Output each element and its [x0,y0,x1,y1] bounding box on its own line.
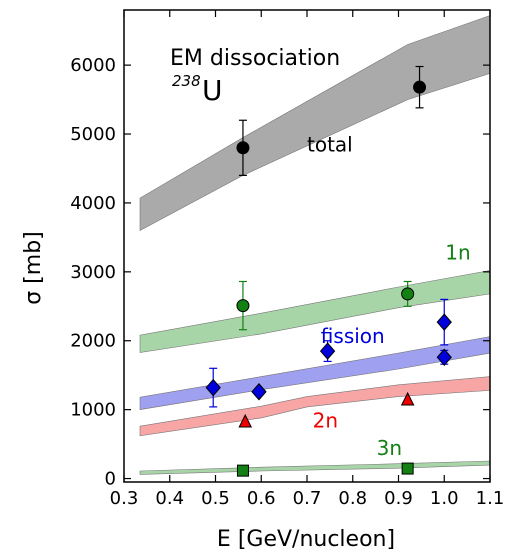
x-tick-label: 1.1 [476,488,505,509]
x-tick-label: 0.8 [338,488,367,509]
point-fission [205,378,221,397]
y-tick-label: 0 [105,469,116,490]
x-tick-label: 0.9 [384,488,413,509]
y-tick-label: 2000 [70,331,116,352]
point-total [413,80,427,94]
point-2n [238,413,253,428]
y-tick-label: 3000 [70,262,116,283]
y-tick-label: 5000 [70,124,116,145]
point-fission [319,342,336,360]
x-tick-label: 0.3 [110,488,139,509]
y-axis-title: σ [mb] [21,231,46,305]
x-tick-label: 0.5 [201,488,230,509]
x-axis-title: E [GeV/nucleon] [217,527,395,550]
point-3n [401,462,414,475]
point-3n [236,464,249,477]
chart-annotation-heading: EM dissociation [170,46,340,71]
series-label-3n: 3n [377,436,402,460]
series-label-2n: 2n [313,409,338,433]
data-points [205,65,452,477]
point-1n [236,299,250,313]
x-tick-label: 0.4 [155,488,184,509]
y-tick-label: 1000 [70,400,116,421]
series-labels: total 1n fission 2n 3n [307,132,471,460]
series-label-1n: 1n [445,240,470,264]
point-fission [251,382,267,401]
point-2n [400,391,415,406]
point-total [236,141,250,155]
x-tick-label: 0.6 [247,488,276,509]
series-label-total: total [307,132,353,156]
y-tick-label: 6000 [70,55,116,76]
y-tick-label: 4000 [70,193,116,214]
point-fission [436,313,452,331]
band-1n [139,270,491,353]
series-label-fission: fission [321,324,385,348]
isotope-mass-number: 238 [172,72,201,90]
point-fission [436,348,452,367]
point-1n [401,287,415,301]
band-3n [139,460,491,475]
isotope-symbol: U [202,74,223,107]
x-tick-label: 0.7 [293,488,322,509]
axis-ticks: 0.3 0.4 0.5 0.6 0.7 0.8 0.9 1.0 1.1 0 1000 2000 3000… [70,10,504,509]
x-tick-label: 1.0 [430,488,459,509]
